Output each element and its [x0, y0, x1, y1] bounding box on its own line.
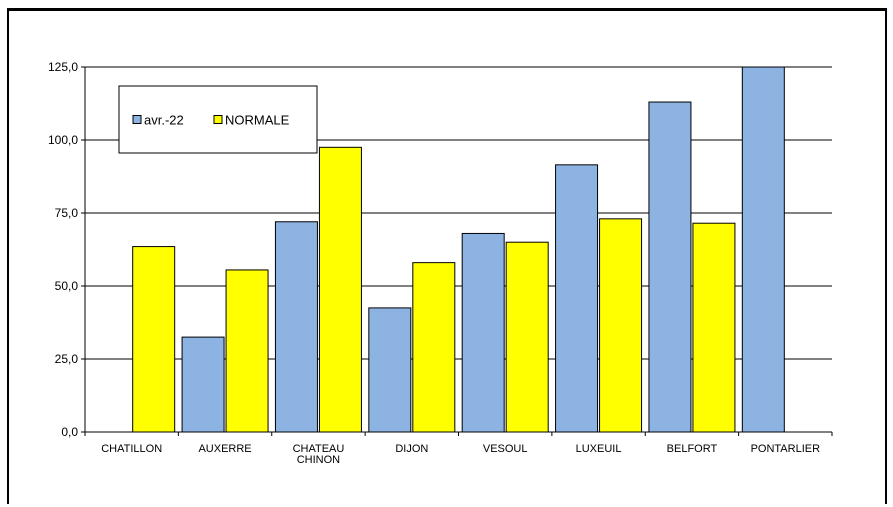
bar-normale	[132, 246, 176, 433]
bar-avr	[741, 66, 785, 433]
y-tick-labels: 0,0 25,0 50,0 75,0 100,0 125,0	[48, 60, 78, 439]
y-tick-label: 25,0	[55, 352, 79, 366]
x-tick-label: VESOUL	[483, 443, 528, 455]
chart-frame	[7, 8, 887, 504]
x-tick-label: AUXERRE	[198, 443, 251, 455]
x-tick-label: PONTARLIER	[751, 443, 821, 455]
bar-normale	[692, 222, 736, 433]
bar-avr	[181, 336, 225, 433]
legend-swatch	[213, 115, 223, 124]
bar-normale	[318, 146, 362, 433]
y-tick-label: 100,0	[48, 133, 78, 147]
bar-normale	[599, 218, 643, 433]
bars	[132, 66, 785, 433]
legend-label: NORMALE	[225, 113, 290, 128]
legend-label: avr.-22	[144, 113, 184, 128]
bar-avr	[368, 307, 412, 433]
legend-swatch	[132, 115, 142, 124]
x-tick-label: BELFORT	[667, 443, 718, 455]
x-tick-label: LUXEUIL	[576, 443, 622, 455]
y-tick-label: 125,0	[48, 60, 78, 74]
bar-avr	[555, 164, 599, 433]
legend: avr.-22 NORMALE	[118, 85, 318, 154]
axes	[81, 66, 833, 436]
x-tick-label: CHINON	[297, 454, 340, 466]
bar-normale	[225, 269, 269, 433]
bar-avr	[274, 221, 318, 433]
bar-avr	[461, 232, 505, 433]
bar-normale	[412, 262, 456, 433]
x-tick-label: CHATILLON	[101, 443, 162, 455]
x-tick-label: DIJON	[395, 443, 428, 455]
bar-normale	[505, 241, 549, 433]
y-tick-label: 75,0	[55, 206, 79, 220]
y-tick-label: 50,0	[55, 279, 79, 293]
y-tick-label: 0,0	[61, 425, 78, 439]
x-tick-label: CHATEAU	[293, 443, 345, 455]
bar-avr	[648, 101, 692, 433]
